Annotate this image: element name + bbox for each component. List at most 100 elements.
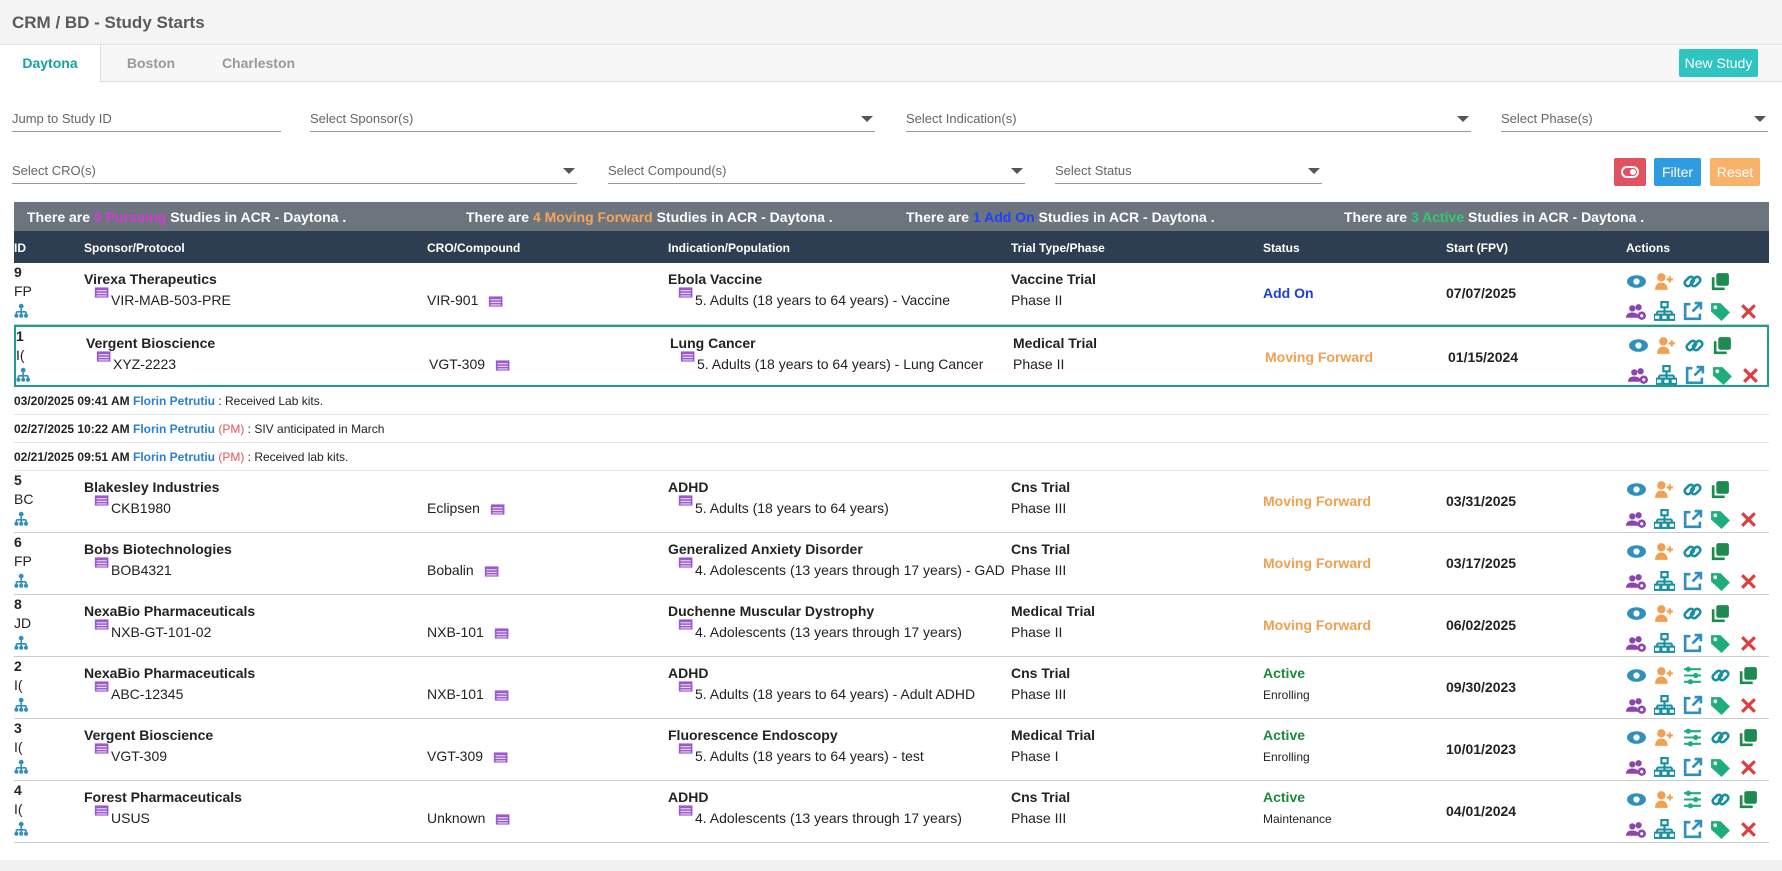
tag-icon[interactable] (1710, 509, 1731, 530)
copy-icon[interactable] (1710, 479, 1731, 500)
users-icon[interactable] (1626, 633, 1647, 654)
users-icon[interactable] (1628, 365, 1649, 386)
users-icon[interactable] (1626, 301, 1647, 322)
list-icon[interactable] (678, 554, 695, 571)
sitemap-icon[interactable] (1654, 756, 1675, 778)
link-icon[interactable] (1710, 665, 1731, 686)
tag-icon[interactable] (1710, 301, 1731, 322)
users-icon[interactable] (1626, 695, 1647, 716)
link-icon[interactable] (1682, 479, 1703, 500)
tag-icon[interactable] (1710, 633, 1731, 654)
list-icon[interactable] (678, 678, 695, 695)
eye-icon[interactable] (1626, 727, 1647, 748)
phase-select[interactable]: Select Phase(s) (1501, 108, 1768, 132)
sponsor-select[interactable]: Select Sponsor(s) (310, 108, 875, 132)
list-icon[interactable] (493, 749, 510, 766)
list-icon[interactable] (94, 802, 111, 819)
list-icon[interactable] (94, 554, 111, 571)
tab[interactable]: Charleston (221, 55, 296, 71)
x-icon[interactable] (1738, 509, 1759, 530)
eye-icon[interactable] (1626, 271, 1647, 292)
x-icon[interactable] (1738, 695, 1759, 716)
study-id-input[interactable]: Jump to Study ID (12, 108, 281, 132)
sliders-icon[interactable] (1682, 727, 1703, 748)
list-icon[interactable] (490, 501, 507, 518)
tag-icon[interactable] (1712, 365, 1733, 386)
tag-icon[interactable] (1710, 571, 1731, 592)
list-icon[interactable] (495, 357, 512, 374)
users-icon[interactable] (1626, 571, 1647, 592)
person-icon[interactable] (1654, 789, 1675, 810)
list-icon[interactable] (484, 563, 501, 580)
org-icon[interactable] (14, 511, 30, 527)
eye-icon[interactable] (1626, 789, 1647, 810)
org-icon[interactable] (16, 367, 32, 383)
list-icon[interactable] (94, 740, 111, 757)
tab[interactable]: Daytona (0, 45, 101, 83)
link-icon[interactable] (1710, 727, 1731, 748)
person-icon[interactable] (1654, 271, 1675, 292)
list-icon[interactable] (680, 348, 697, 365)
eye-icon[interactable] (1626, 603, 1647, 624)
x-icon[interactable] (1738, 301, 1759, 322)
list-icon[interactable] (678, 492, 695, 509)
indication-select[interactable]: Select Indication(s) (906, 108, 1471, 132)
eye-icon[interactable] (1626, 665, 1647, 686)
list-icon[interactable] (495, 811, 512, 828)
list-icon[interactable] (678, 616, 695, 633)
list-icon[interactable] (96, 348, 113, 365)
org-icon[interactable] (14, 697, 30, 713)
ext-icon[interactable] (1682, 571, 1703, 592)
x-icon[interactable] (1738, 819, 1759, 840)
person-icon[interactable] (1654, 603, 1675, 624)
list-icon[interactable] (94, 284, 111, 301)
person-icon[interactable] (1654, 665, 1675, 686)
list-icon[interactable] (488, 293, 505, 310)
tag-icon[interactable] (1710, 819, 1731, 840)
ext-icon[interactable] (1684, 365, 1705, 386)
new-study-button[interactable]: New Study (1679, 49, 1758, 77)
copy-icon[interactable] (1710, 541, 1731, 562)
x-icon[interactable] (1738, 571, 1759, 592)
list-icon[interactable] (494, 687, 511, 704)
sitemap-icon[interactable] (1654, 508, 1675, 530)
list-icon[interactable] (678, 802, 695, 819)
filter-button[interactable]: Filter (1654, 158, 1701, 186)
person-icon[interactable] (1654, 479, 1675, 500)
ext-icon[interactable] (1682, 301, 1703, 322)
link-icon[interactable] (1682, 541, 1703, 562)
sliders-icon[interactable] (1682, 789, 1703, 810)
sitemap-icon[interactable] (1654, 818, 1675, 840)
sitemap-icon[interactable] (1656, 364, 1677, 386)
list-icon[interactable] (494, 625, 511, 642)
users-icon[interactable] (1626, 819, 1647, 840)
sitemap-icon[interactable] (1654, 300, 1675, 322)
cro-select[interactable]: Select CRO(s) (12, 160, 577, 184)
link-icon[interactable] (1682, 271, 1703, 292)
org-icon[interactable] (14, 635, 30, 651)
list-icon[interactable] (94, 616, 111, 633)
copy-icon[interactable] (1738, 727, 1759, 748)
list-icon[interactable] (678, 740, 695, 757)
toggle-button[interactable] (1614, 158, 1646, 186)
copy-icon[interactable] (1710, 603, 1731, 624)
link-icon[interactable] (1710, 789, 1731, 810)
sitemap-icon[interactable] (1654, 694, 1675, 716)
tag-icon[interactable] (1710, 757, 1731, 778)
ext-icon[interactable] (1682, 509, 1703, 530)
sitemap-icon[interactable] (1654, 570, 1675, 592)
ext-icon[interactable] (1682, 633, 1703, 654)
org-icon[interactable] (14, 303, 30, 319)
ext-icon[interactable] (1682, 757, 1703, 778)
status-select[interactable]: Select Status (1055, 160, 1322, 184)
copy-icon[interactable] (1738, 665, 1759, 686)
reset-button[interactable]: Reset (1710, 158, 1760, 186)
copy-icon[interactable] (1710, 271, 1731, 292)
x-icon[interactable] (1740, 365, 1761, 386)
users-icon[interactable] (1626, 757, 1647, 778)
sliders-icon[interactable] (1682, 665, 1703, 686)
org-icon[interactable] (14, 759, 30, 775)
x-icon[interactable] (1738, 633, 1759, 654)
ext-icon[interactable] (1682, 695, 1703, 716)
tag-icon[interactable] (1710, 695, 1731, 716)
